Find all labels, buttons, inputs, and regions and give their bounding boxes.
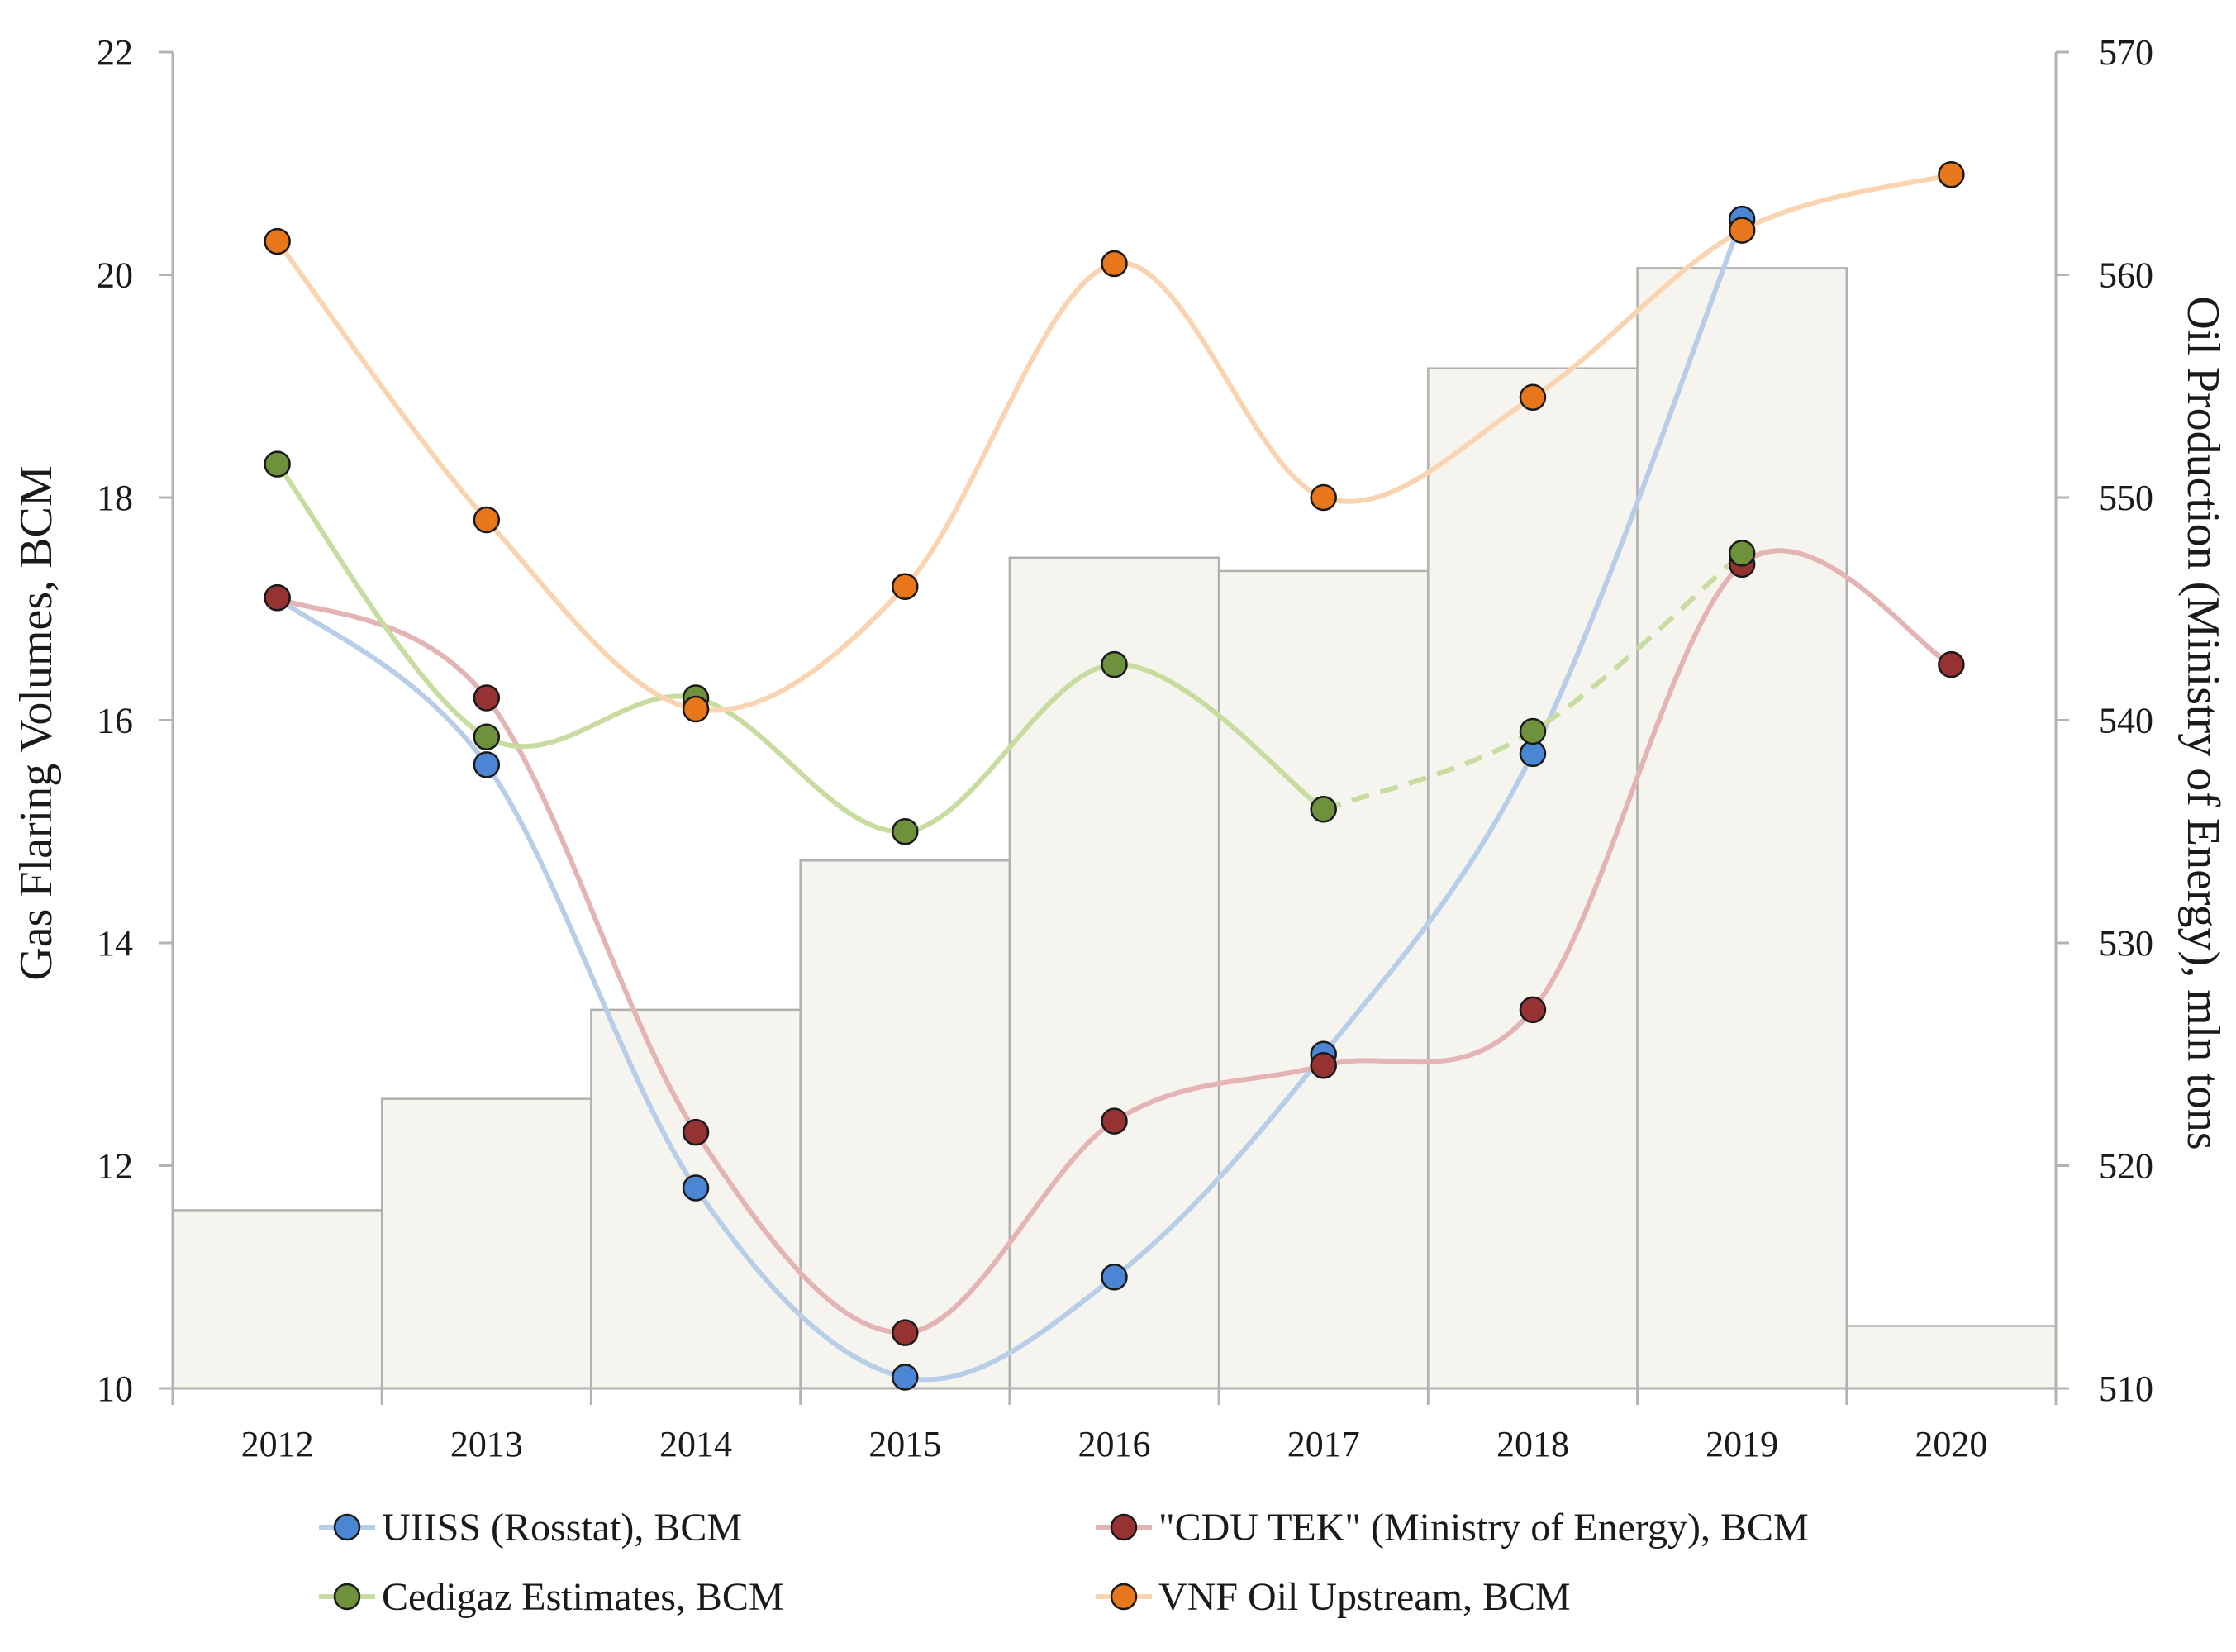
point-vnf-oil-upstream-bcm-2015 bbox=[892, 573, 919, 601]
oil-production-bars bbox=[171, 267, 2058, 1390]
point-uiiss-rosstat-bcm-2015 bbox=[892, 1364, 919, 1391]
y2-tick-label: 540 bbox=[2099, 701, 2153, 741]
point-vnf-oil-upstream-bcm-2017 bbox=[1310, 483, 1337, 512]
x-tick-label: 2012 bbox=[241, 1424, 314, 1464]
series-line-vnf-oil-upstream-bcm bbox=[274, 172, 1954, 713]
y2-tick-label: 560 bbox=[2099, 255, 2153, 296]
y2-axis-title: Oil Production (Ministry of Energy), mln… bbox=[2177, 296, 2229, 1150]
point-cedigaz-estimates-bcm-2013 bbox=[473, 723, 501, 750]
y-tick-label: 12 bbox=[97, 1146, 133, 1187]
point-cedigaz-estimates-bcm-2018 bbox=[1519, 717, 1547, 745]
oil-bar-2017 bbox=[1217, 569, 1430, 1390]
point-vnf-oil-upstream-bcm-2020 bbox=[1938, 160, 1965, 188]
axes: 10 12 14 16 18 20 22 510 520 530 540 550 560 570 2012 2… bbox=[97, 32, 2153, 1464]
oil-bar-2013 bbox=[380, 1097, 592, 1390]
point-cdu-tek-ministry-of-energy-bcm-2018 bbox=[1519, 996, 1547, 1024]
point-vnf-oil-upstream-bcm-2012 bbox=[264, 227, 291, 255]
point-uiiss-rosstat-bcm-2018 bbox=[1519, 740, 1547, 768]
x-tick-label: 2018 bbox=[1496, 1424, 1569, 1464]
legend-marker-cdu-tek-ministry-of-energy-bcm bbox=[1110, 1513, 1138, 1541]
point-cedigaz-estimates-bcm-2015 bbox=[892, 818, 919, 845]
y-tick-label: 10 bbox=[97, 1369, 133, 1409]
point-cedigaz-estimates-bcm-2016 bbox=[1101, 650, 1128, 678]
y2-tick-label: 530 bbox=[2099, 923, 2153, 964]
legend-label-vnf-oil-upstream-bcm: VNF Oil Upstream, BCM bbox=[1158, 1575, 1571, 1619]
y-axis-title: Gas Flaring Volumes, BCM bbox=[11, 465, 62, 980]
x-tick-label: 2019 bbox=[1706, 1424, 1778, 1464]
y-tick-label: 20 bbox=[97, 255, 133, 296]
point-cdu-tek-ministry-of-energy-bcm-2015 bbox=[892, 1319, 919, 1346]
point-cdu-tek-ministry-of-energy-bcm-2013 bbox=[473, 684, 501, 712]
y2-tick-label: 520 bbox=[2099, 1146, 2153, 1187]
point-vnf-oil-upstream-bcm-2014 bbox=[682, 695, 710, 723]
series-line-cedigaz-estimates-bcm bbox=[274, 461, 1326, 835]
point-cdu-tek-ministry-of-energy-bcm-2012 bbox=[264, 584, 291, 612]
point-uiiss-rosstat-bcm-2013 bbox=[473, 751, 501, 778]
y-tick-label: 14 bbox=[97, 923, 133, 964]
point-cdu-tek-ministry-of-energy-bcm-2016 bbox=[1101, 1107, 1128, 1135]
point-uiiss-rosstat-bcm-2014 bbox=[682, 1174, 710, 1202]
oil-bar-2016 bbox=[1008, 556, 1220, 1390]
y2-tick-label: 510 bbox=[2099, 1369, 2153, 1409]
legend-label-cdu-tek-ministry-of-energy-bcm: "CDU TEK" (Ministry of Energy), BCM bbox=[1158, 1506, 1809, 1550]
point-cdu-tek-ministry-of-energy-bcm-2014 bbox=[682, 1118, 710, 1146]
x-tick-label: 2013 bbox=[450, 1424, 523, 1464]
point-cedigaz-estimates-bcm-2019 bbox=[1728, 540, 1756, 567]
x-tick-label: 2014 bbox=[659, 1424, 732, 1464]
x-tick-label: 2016 bbox=[1078, 1424, 1151, 1464]
point-cedigaz-estimates-bcm-2017 bbox=[1310, 796, 1337, 823]
series-markers bbox=[264, 160, 1965, 1391]
point-uiiss-rosstat-bcm-2016 bbox=[1101, 1264, 1128, 1291]
y-tick-label: 18 bbox=[97, 478, 133, 518]
point-vnf-oil-upstream-bcm-2018 bbox=[1519, 383, 1547, 411]
point-vnf-oil-upstream-bcm-2019 bbox=[1728, 217, 1756, 244]
point-vnf-oil-upstream-bcm-2013 bbox=[473, 506, 501, 534]
legend-label-uiiss-rosstat-bcm: UIISS (Rosstat), BCM bbox=[382, 1506, 742, 1550]
oil-bar-2012 bbox=[171, 1209, 383, 1390]
point-cedigaz-estimates-bcm-2012 bbox=[264, 450, 291, 478]
point-cdu-tek-ministry-of-energy-bcm-2017 bbox=[1310, 1051, 1337, 1079]
x-tick-label: 2017 bbox=[1287, 1424, 1360, 1464]
x-tick-label: 2020 bbox=[1915, 1424, 1987, 1464]
y2-tick-label: 570 bbox=[2099, 32, 2153, 73]
point-cdu-tek-ministry-of-energy-bcm-2020 bbox=[1938, 650, 1965, 678]
legend-marker-vnf-oil-upstream-bcm bbox=[1110, 1583, 1138, 1611]
y2-tick-label: 550 bbox=[2099, 478, 2153, 518]
x-tick-label: 2015 bbox=[868, 1424, 941, 1464]
y-tick-label: 22 bbox=[97, 32, 133, 73]
legend-label-cedigaz-estimates-bcm: Cedigaz Estimates, BCM bbox=[382, 1575, 784, 1619]
legend-marker-cedigaz-estimates-bcm bbox=[333, 1583, 361, 1611]
legend-marker-uiiss-rosstat-bcm bbox=[333, 1513, 361, 1541]
legend: UIISS (Rosstat), BCM "CDU TEK" (Ministry … bbox=[319, 1506, 1809, 1619]
point-vnf-oil-upstream-bcm-2016 bbox=[1101, 250, 1128, 278]
oil-bar-2020 bbox=[1845, 1325, 2058, 1390]
oil-bar-2015 bbox=[799, 859, 1011, 1390]
oil-bar-2019 bbox=[1636, 267, 1848, 1390]
y-tick-label: 16 bbox=[97, 701, 133, 741]
